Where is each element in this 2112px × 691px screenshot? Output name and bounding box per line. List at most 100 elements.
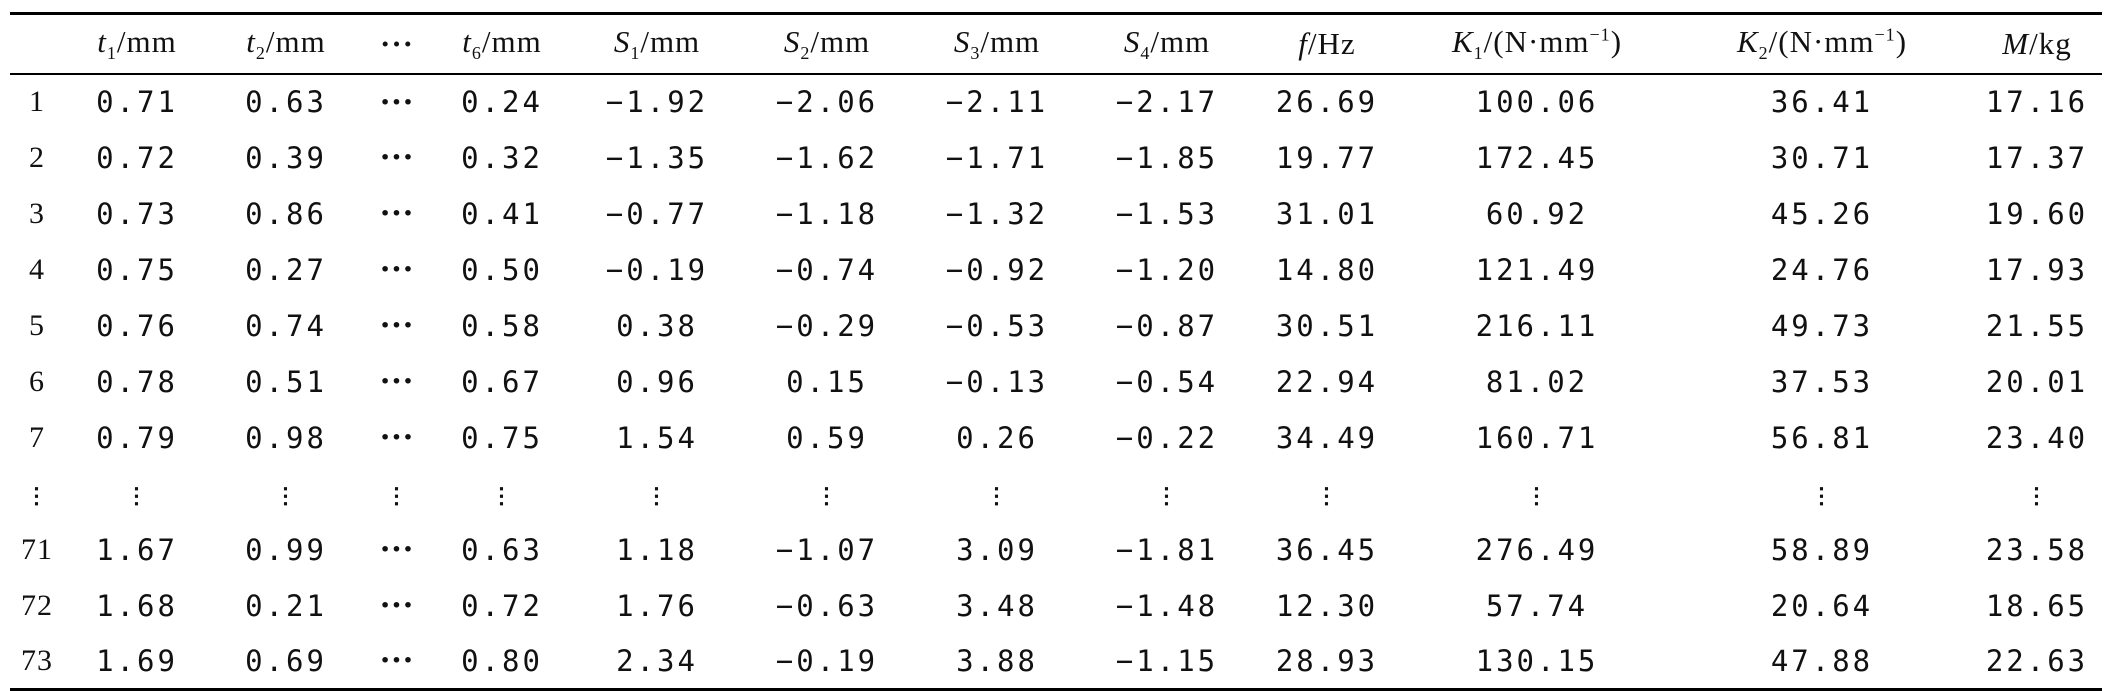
row-index-cell: 4 xyxy=(29,252,45,286)
value-cell-k2: 56.81 xyxy=(1770,420,1874,455)
value-cell-f: 12.30 xyxy=(1275,588,1379,623)
ellipsis-cell: ··· xyxy=(379,532,415,567)
table-row: 5 0.76 0.74 ··· 0.58 0.38 −0.29 −0.53 −0.87 30.51… xyxy=(10,298,2102,354)
value-cell-t6: 0.24 xyxy=(461,85,543,119)
header-subscript: 2 xyxy=(1758,42,1769,63)
ellipsis-cell: ··· xyxy=(379,643,415,679)
value-cell-s3: 3.48 xyxy=(956,588,1038,623)
header-unit-close: ) xyxy=(1610,23,1623,59)
value-cell-s1: −0.19 xyxy=(605,252,709,287)
vertical-ellipsis-cell: ⋮ xyxy=(10,466,64,522)
value-cell-k2: 37.53 xyxy=(1770,364,1874,399)
value-cell-s2: −0.74 xyxy=(775,252,879,287)
value-cell-k2: 30.71 xyxy=(1770,140,1874,175)
header-symbol: S xyxy=(783,23,801,59)
row-index-cell: 73 xyxy=(21,643,53,677)
header-subscript: 6 xyxy=(471,42,482,63)
vertical-ellipsis: ⋮ xyxy=(1525,483,1549,509)
value-cell-k1: 216.11 xyxy=(1475,308,1599,343)
vertical-ellipsis: ⋮ xyxy=(1155,483,1179,509)
value-cell-t6: 0.50 xyxy=(461,252,543,287)
ellipsis-cell: ··· xyxy=(379,364,415,399)
value-cell-s1: 1.18 xyxy=(616,532,698,567)
table-row: 1 0.71 0.63 ··· 0.24 −1.92 −2.06 −2.11 −2.17 26.6… xyxy=(10,74,2102,130)
ellipsis-cell: ··· xyxy=(379,420,415,455)
value-cell-s3: −0.13 xyxy=(945,364,1049,399)
table-row: 2 0.72 0.39 ··· 0.32 −1.35 −1.62 −1.71 −1.85 19.7… xyxy=(10,130,2102,186)
value-cell-t2: 0.99 xyxy=(245,532,327,567)
value-cell-k1: 121.49 xyxy=(1475,252,1599,287)
value-cell-s4: −1.20 xyxy=(1115,252,1219,287)
value-cell-m: 18.65 xyxy=(1985,588,2089,623)
value-cell-s4: −1.48 xyxy=(1115,588,1219,623)
value-cell-t6: 0.32 xyxy=(461,140,543,175)
header-symbol: S xyxy=(613,23,631,59)
header-subscript: 1 xyxy=(630,42,641,63)
value-cell-k2: 24.76 xyxy=(1770,252,1874,287)
column-header-t6: t6/mm xyxy=(432,14,572,74)
table-row: 72 1.68 0.21 ··· 0.72 1.76 −0.63 3.48 −1.48 12.30… xyxy=(10,578,2102,634)
value-cell-f: 36.45 xyxy=(1275,532,1379,567)
header-unit: /mm xyxy=(116,23,177,59)
header-symbol: f xyxy=(1298,25,1308,61)
value-cell-t6: 0.72 xyxy=(461,588,543,623)
header-unit: /mm xyxy=(640,23,701,59)
value-cell-f: 14.80 xyxy=(1275,252,1379,287)
value-cell-s1: 0.38 xyxy=(616,308,698,343)
ellipsis-row: ⋮ ⋮ ⋮ ⋮ ⋮ ⋮ ⋮ ⋮ ⋮ ⋮ ⋮ ⋮ ⋮ xyxy=(10,466,2102,522)
value-cell-s4: −2.17 xyxy=(1115,85,1219,119)
value-cell-s3: −2.11 xyxy=(945,85,1049,119)
header-unit: /mm xyxy=(1150,23,1211,59)
vertical-ellipsis-cell: ⋮ xyxy=(572,466,742,522)
value-cell-s3: 0.26 xyxy=(956,420,1038,455)
header-unit: /kg xyxy=(2029,25,2072,61)
header-subscript: 2 xyxy=(800,42,811,63)
header-subscript: 1 xyxy=(1473,42,1484,63)
value-cell-k1: 81.02 xyxy=(1485,364,1589,399)
value-cell-k1: 172.45 xyxy=(1475,140,1599,175)
ellipsis-cell: ··· xyxy=(379,84,415,120)
vertical-ellipsis-cell: ⋮ xyxy=(742,466,912,522)
value-cell-f: 19.77 xyxy=(1275,140,1379,175)
vertical-ellipsis-cell: ⋮ xyxy=(210,466,362,522)
vertical-ellipsis-cell: ⋮ xyxy=(362,466,432,522)
value-cell-s3: −0.53 xyxy=(945,308,1049,343)
value-cell-t1: 0.76 xyxy=(96,308,178,343)
value-cell-m: 17.93 xyxy=(1985,252,2089,287)
value-cell-k2: 49.73 xyxy=(1770,308,1874,343)
value-cell-f: 22.94 xyxy=(1275,364,1379,399)
value-cell-m: 17.37 xyxy=(1985,140,2089,175)
value-cell-s4: −1.15 xyxy=(1115,643,1219,678)
column-header-f: f/Hz xyxy=(1252,14,1402,74)
value-cell-s2: −1.07 xyxy=(775,532,879,567)
header-unit: /Hz xyxy=(1307,25,1356,61)
vertical-ellipsis: ⋮ xyxy=(2025,483,2049,509)
column-header-k1: K1/(N·mm−1) xyxy=(1402,14,1672,74)
vertical-ellipsis-cell: ⋮ xyxy=(1252,466,1402,522)
value-cell-k2: 47.88 xyxy=(1770,643,1874,678)
header-superscript: −1 xyxy=(1874,24,1896,45)
row-index-cell: 72 xyxy=(21,588,53,622)
value-cell-m: 20.01 xyxy=(1985,364,2089,399)
value-cell-m: 17.16 xyxy=(1985,85,2089,119)
ellipsis-cell: ··· xyxy=(379,140,415,175)
value-cell-t2: 0.27 xyxy=(245,252,327,287)
row-index-cell: 71 xyxy=(21,532,53,566)
value-cell-s2: −0.29 xyxy=(775,308,879,343)
value-cell-s4: −0.87 xyxy=(1115,308,1219,343)
header-unit: /mm xyxy=(810,23,871,59)
ellipsis-cell: ··· xyxy=(379,308,415,343)
value-cell-m: 23.58 xyxy=(1985,532,2089,567)
header-unit: /mm xyxy=(481,23,542,59)
header-unit: /mm xyxy=(980,23,1041,59)
vertical-ellipsis: ⋮ xyxy=(25,483,49,509)
value-cell-s4: −1.53 xyxy=(1115,196,1219,231)
value-cell-s1: −1.92 xyxy=(605,85,709,119)
value-cell-m: 22.63 xyxy=(1985,643,2089,678)
value-cell-s4: −1.85 xyxy=(1115,140,1219,175)
value-cell-k2: 58.89 xyxy=(1770,532,1874,567)
vertical-ellipsis: ⋮ xyxy=(125,483,149,509)
value-cell-m: 21.55 xyxy=(1985,308,2089,343)
value-cell-k2: 20.64 xyxy=(1770,588,1874,623)
value-cell-t1: 0.71 xyxy=(96,85,178,119)
